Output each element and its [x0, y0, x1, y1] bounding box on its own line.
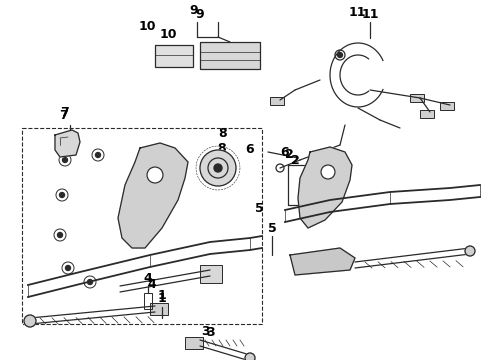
Bar [144, 293, 152, 309]
Circle shape [321, 165, 335, 179]
Text: 10: 10 [159, 28, 177, 41]
Text: 2: 2 [291, 153, 299, 166]
Text: 11: 11 [361, 8, 379, 21]
Text: 1: 1 [158, 292, 167, 305]
Text: 7: 7 [59, 109, 68, 122]
Text: 4: 4 [144, 271, 152, 284]
Circle shape [147, 167, 163, 183]
Polygon shape [118, 143, 188, 248]
Circle shape [66, 266, 71, 270]
Text: 4: 4 [147, 278, 156, 291]
Text: 9: 9 [189, 4, 198, 17]
Text: 6: 6 [281, 145, 289, 158]
Text: 5: 5 [255, 202, 264, 215]
Bar [155, 45, 193, 67]
Text: 2: 2 [285, 148, 294, 161]
Bar [150, 303, 168, 315]
Bar [270, 97, 284, 105]
Text: 8: 8 [218, 141, 226, 154]
Text: 6: 6 [245, 143, 254, 156]
Text: 7: 7 [60, 105, 69, 118]
Circle shape [465, 246, 475, 256]
Text: 11: 11 [349, 6, 367, 19]
Circle shape [338, 53, 343, 58]
Circle shape [57, 233, 63, 238]
Polygon shape [55, 130, 80, 157]
Bar [410, 94, 424, 102]
Circle shape [88, 279, 93, 284]
Polygon shape [290, 248, 355, 275]
Bar [200, 42, 260, 69]
Bar [440, 102, 454, 110]
Bar [200, 265, 222, 283]
Text: 8: 8 [219, 127, 227, 140]
Circle shape [214, 164, 222, 172]
Bar [185, 337, 203, 349]
Circle shape [59, 193, 65, 198]
Circle shape [96, 153, 100, 158]
Circle shape [63, 158, 68, 162]
Text: 5: 5 [268, 221, 276, 234]
Text: 9: 9 [196, 8, 204, 21]
Polygon shape [298, 147, 352, 228]
Text: 3: 3 [206, 325, 214, 338]
Bar [22, 128, 262, 324]
Bar [420, 110, 434, 118]
Circle shape [200, 150, 236, 186]
Text: 10: 10 [138, 21, 156, 33]
Circle shape [245, 353, 255, 360]
Circle shape [24, 315, 36, 327]
Text: 1: 1 [157, 289, 166, 302]
Text: 3: 3 [201, 325, 210, 338]
